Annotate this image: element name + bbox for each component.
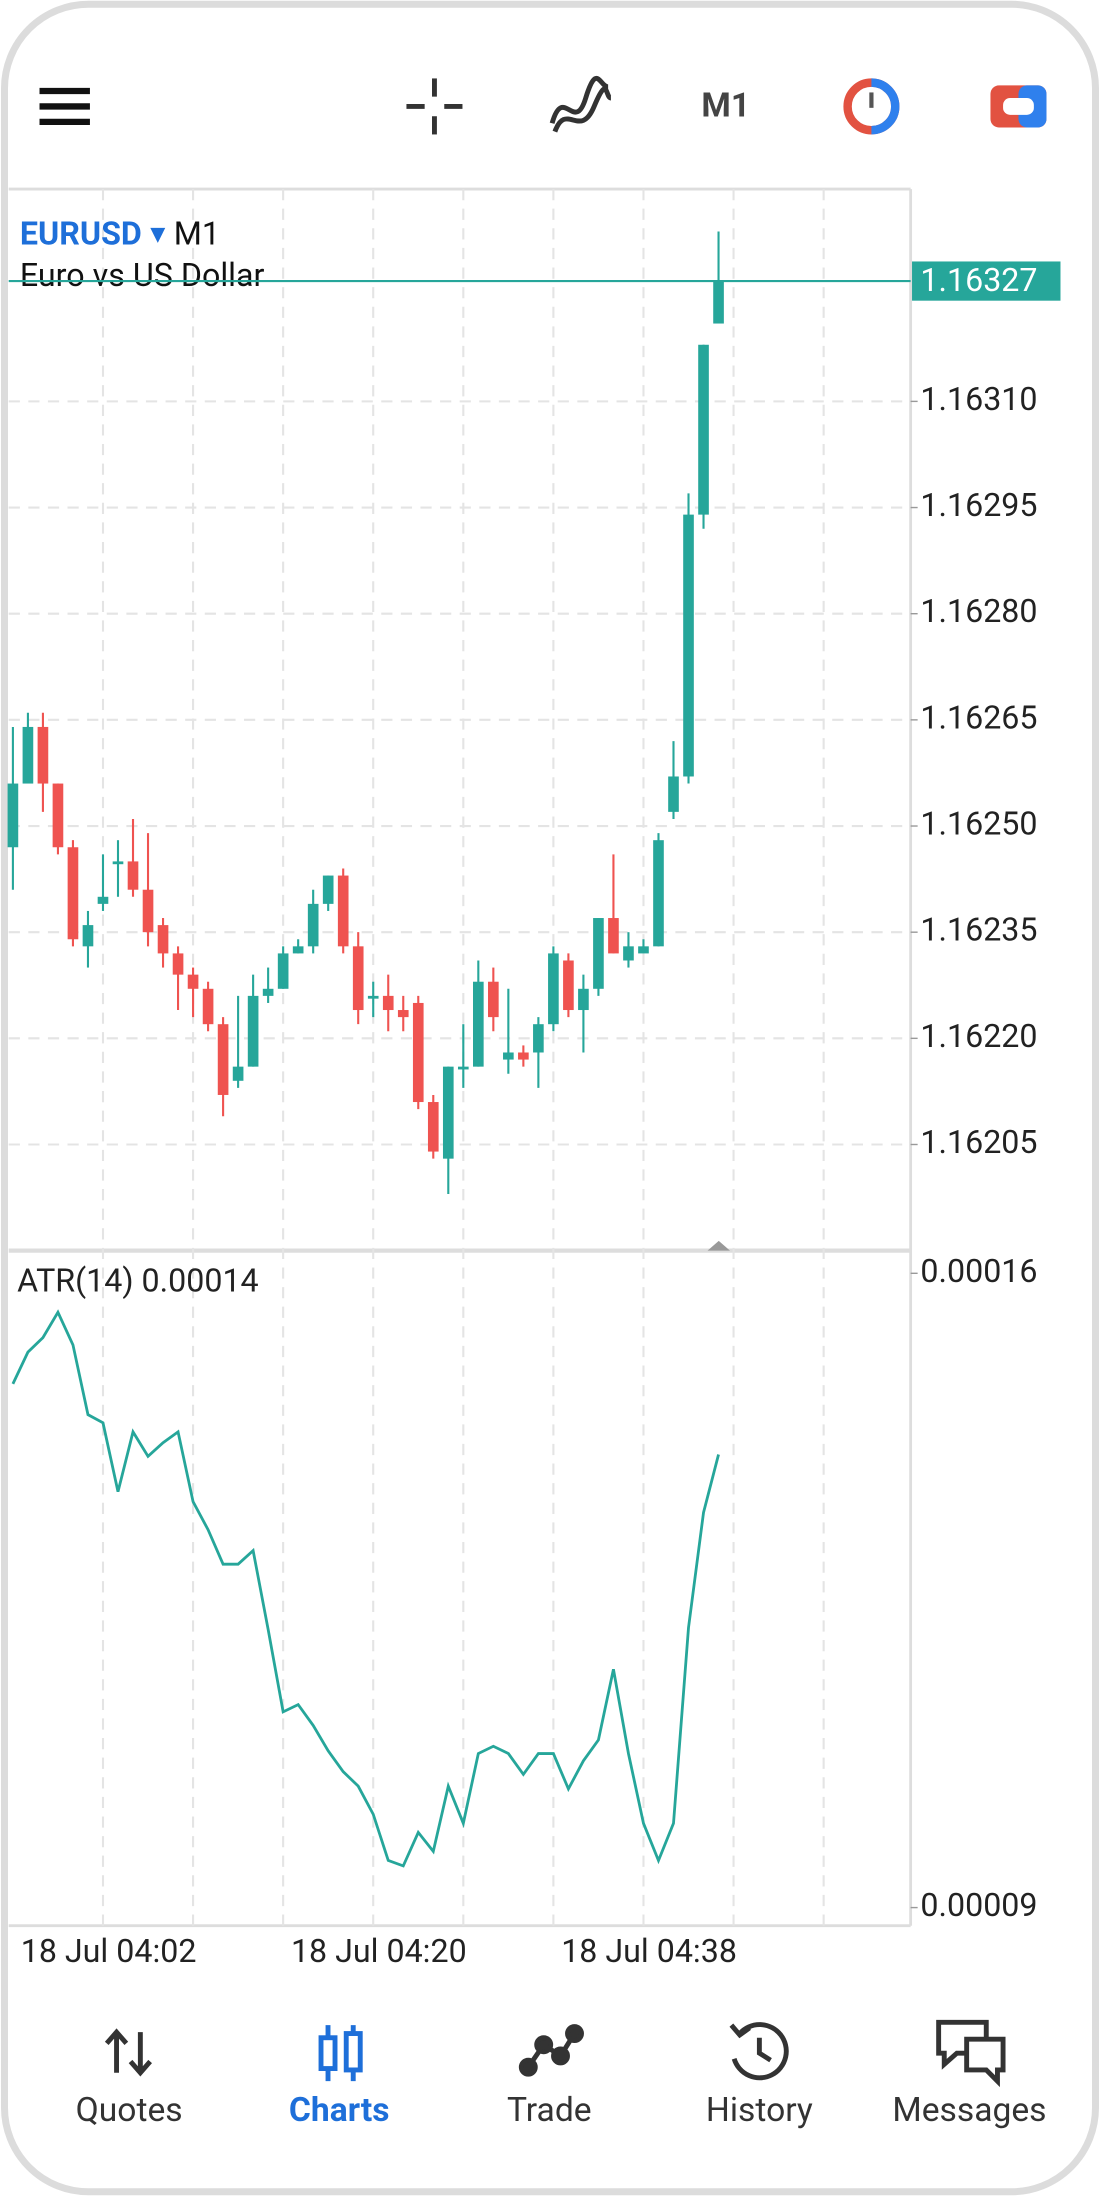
- candle-body: [683, 514, 694, 777]
- y-tick-label: 1.16310: [920, 380, 1037, 418]
- candle-body: [397, 1010, 409, 1018]
- candle-body: [217, 1024, 229, 1095]
- y-tick-label: 1.16220: [920, 1017, 1037, 1055]
- candle-body: [488, 981, 499, 1018]
- candle-body: [608, 918, 619, 954]
- y-tick-label: 1.16250: [920, 805, 1037, 843]
- candle-body: [127, 861, 139, 890]
- candle-body: [533, 1024, 544, 1053]
- candle-body: [202, 988, 214, 1025]
- y-tick-label: 1.16235: [920, 911, 1037, 949]
- candle-body: [382, 995, 394, 1011]
- trade-icon: [518, 2024, 584, 2077]
- x-tick-label: 18 Jul 04:20: [291, 1932, 467, 1970]
- candle-body: [367, 995, 379, 999]
- chart-timeframe: M1: [174, 214, 220, 252]
- candle-body: [67, 847, 79, 940]
- candle-body: [668, 776, 679, 812]
- nav-item[interactable]: Quotes: [76, 2091, 183, 2130]
- candle-body: [472, 981, 484, 1067]
- candle-body: [352, 946, 364, 1011]
- crosshair-button[interactable]: [406, 78, 463, 135]
- candle-body: [427, 1102, 439, 1152]
- candle-body: [563, 960, 574, 1011]
- candle-body: [503, 1052, 514, 1060]
- candle-body: [52, 783, 64, 848]
- candle-body: [157, 925, 169, 954]
- candle-body: [337, 875, 349, 947]
- candle-body: [37, 726, 49, 784]
- x-tick-label: 18 Jul 04:38: [561, 1932, 737, 1970]
- chart-frame: [8, 187, 913, 1928]
- nav-item[interactable]: Trade: [507, 2091, 592, 2130]
- indicator-label: ATR(14) 0.00014: [17, 1261, 259, 1299]
- candle-body: [638, 946, 649, 954]
- candle-body: [277, 953, 289, 989]
- indicator-tick-label: 0.00009: [920, 1886, 1037, 1924]
- charts-icon: [318, 2025, 363, 2082]
- trade-panel-button[interactable]: [990, 85, 1047, 128]
- last-price-box: [912, 261, 1061, 301]
- candle-body: [82, 925, 94, 947]
- candle-body: [412, 1002, 424, 1103]
- nav-item[interactable]: Messages: [892, 2091, 1046, 2130]
- y-tick-label: 1.16295: [920, 486, 1037, 524]
- candle-body: [7, 783, 19, 848]
- indicator-line: [11, 1309, 720, 1868]
- history-icon: [729, 2022, 789, 2081]
- last-price-label: 1.16327: [920, 261, 1037, 299]
- nav-item[interactable]: History: [706, 2091, 813, 2130]
- quotes-icon: [104, 2028, 152, 2077]
- candle-body: [578, 988, 589, 1011]
- symbol: EURUSD: [20, 214, 142, 252]
- messages-icon: [936, 2019, 1006, 2088]
- candle-body: [247, 995, 259, 1067]
- indicator-tick-label: 0.00016: [920, 1252, 1037, 1290]
- candle-body: [623, 946, 634, 961]
- y-tick-label: 1.16280: [920, 592, 1037, 630]
- scroll-marker: [707, 1240, 730, 1251]
- timeframe-button[interactable]: M1: [701, 87, 750, 126]
- candle-body: [307, 903, 319, 947]
- nav-bar: [104, 2019, 1006, 2088]
- one-click-button[interactable]: [843, 78, 900, 135]
- nav-item[interactable]: Charts: [289, 2091, 390, 2130]
- candle-body: [653, 840, 664, 947]
- plot: [7, 231, 724, 1868]
- symbol-header: EURUSD ▼ M1: [20, 214, 220, 252]
- candle-body: [548, 953, 559, 1025]
- candle-body: [97, 896, 109, 904]
- candle-body: [457, 1066, 469, 1070]
- x-tick-label: 18 Jul 04:02: [21, 1932, 197, 1970]
- menu-button[interactable]: [39, 87, 90, 125]
- candle-body: [142, 889, 154, 933]
- candle-body: [292, 946, 304, 954]
- y-tick-label: 1.16265: [920, 698, 1037, 736]
- candle-body: [698, 344, 709, 515]
- candle-body: [518, 1052, 529, 1060]
- candle-body: [112, 861, 124, 865]
- candle-body: [322, 875, 334, 904]
- symbol-description: Euro vs US Dollar: [20, 256, 265, 294]
- y-tick-label: 1.16205: [920, 1123, 1037, 1161]
- candle-body: [262, 988, 274, 996]
- candle-body: [442, 1066, 454, 1159]
- candle-body: [187, 974, 199, 989]
- candle-body: [713, 281, 724, 324]
- indicators-button[interactable]: [549, 75, 613, 133]
- candle-body: [22, 726, 34, 784]
- candle-body: [232, 1066, 244, 1081]
- candle-body: [593, 918, 604, 989]
- candle-body: [172, 953, 184, 975]
- dropdown-arrow[interactable]: ▼: [150, 222, 166, 245]
